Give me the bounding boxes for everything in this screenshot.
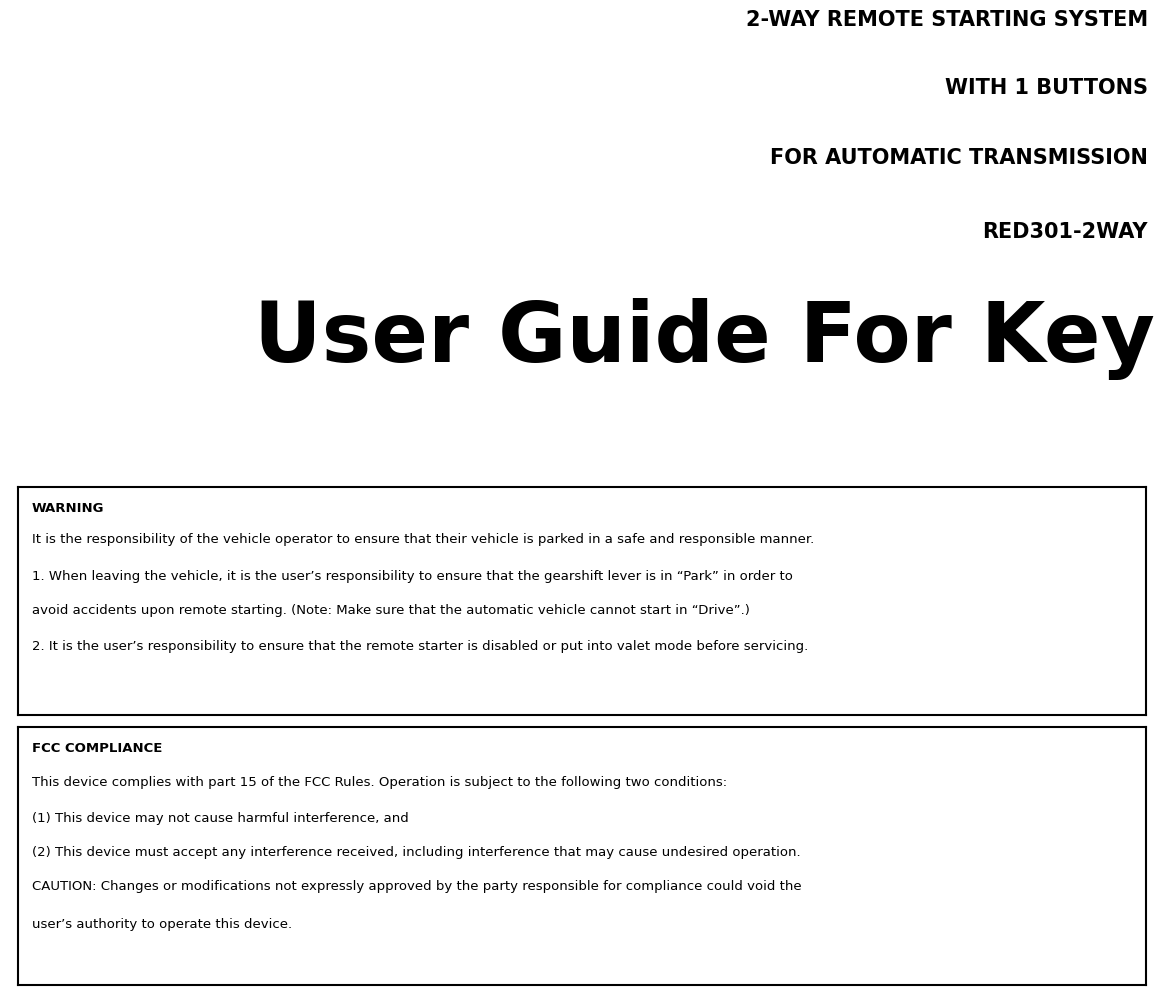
Text: This device complies with part 15 of the FCC Rules. Operation is subject to the : This device complies with part 15 of the… [31, 776, 728, 789]
Text: WITH 1 BUTTONS: WITH 1 BUTTONS [945, 78, 1148, 98]
Text: avoid accidents upon remote starting. (Note: Make sure that the automatic vehicl: avoid accidents upon remote starting. (N… [31, 603, 750, 616]
Text: FCC COMPLIANCE: FCC COMPLIANCE [31, 741, 162, 755]
Text: 2-WAY REMOTE STARTING SYSTEM: 2-WAY REMOTE STARTING SYSTEM [746, 10, 1148, 30]
Text: 1. When leaving the vehicle, it is the user’s responsibility to ensure that the : 1. When leaving the vehicle, it is the u… [31, 569, 793, 582]
Text: (1) This device may not cause harmful interference, and: (1) This device may not cause harmful in… [31, 812, 409, 825]
Text: RED301-2WAY: RED301-2WAY [982, 221, 1148, 241]
Text: (2) This device must accept any interference received, including interference th: (2) This device must accept any interfer… [31, 845, 801, 858]
Text: 2. It is the user’s responsibility to ensure that the remote starter is disabled: 2. It is the user’s responsibility to en… [31, 639, 808, 652]
Text: FOR AUTOMATIC TRANSMISSION: FOR AUTOMATIC TRANSMISSION [771, 148, 1148, 167]
Text: User Guide For Key: User Guide For Key [254, 298, 1155, 380]
Text: CAUTION: Changes or modifications not expressly approved by the party responsibl: CAUTION: Changes or modifications not ex… [31, 879, 802, 892]
Text: WARNING: WARNING [31, 501, 105, 514]
Text: user’s authority to operate this device.: user’s authority to operate this device. [31, 917, 292, 930]
Text: It is the responsibility of the vehicle operator to ensure that their vehicle is: It is the responsibility of the vehicle … [31, 532, 815, 545]
